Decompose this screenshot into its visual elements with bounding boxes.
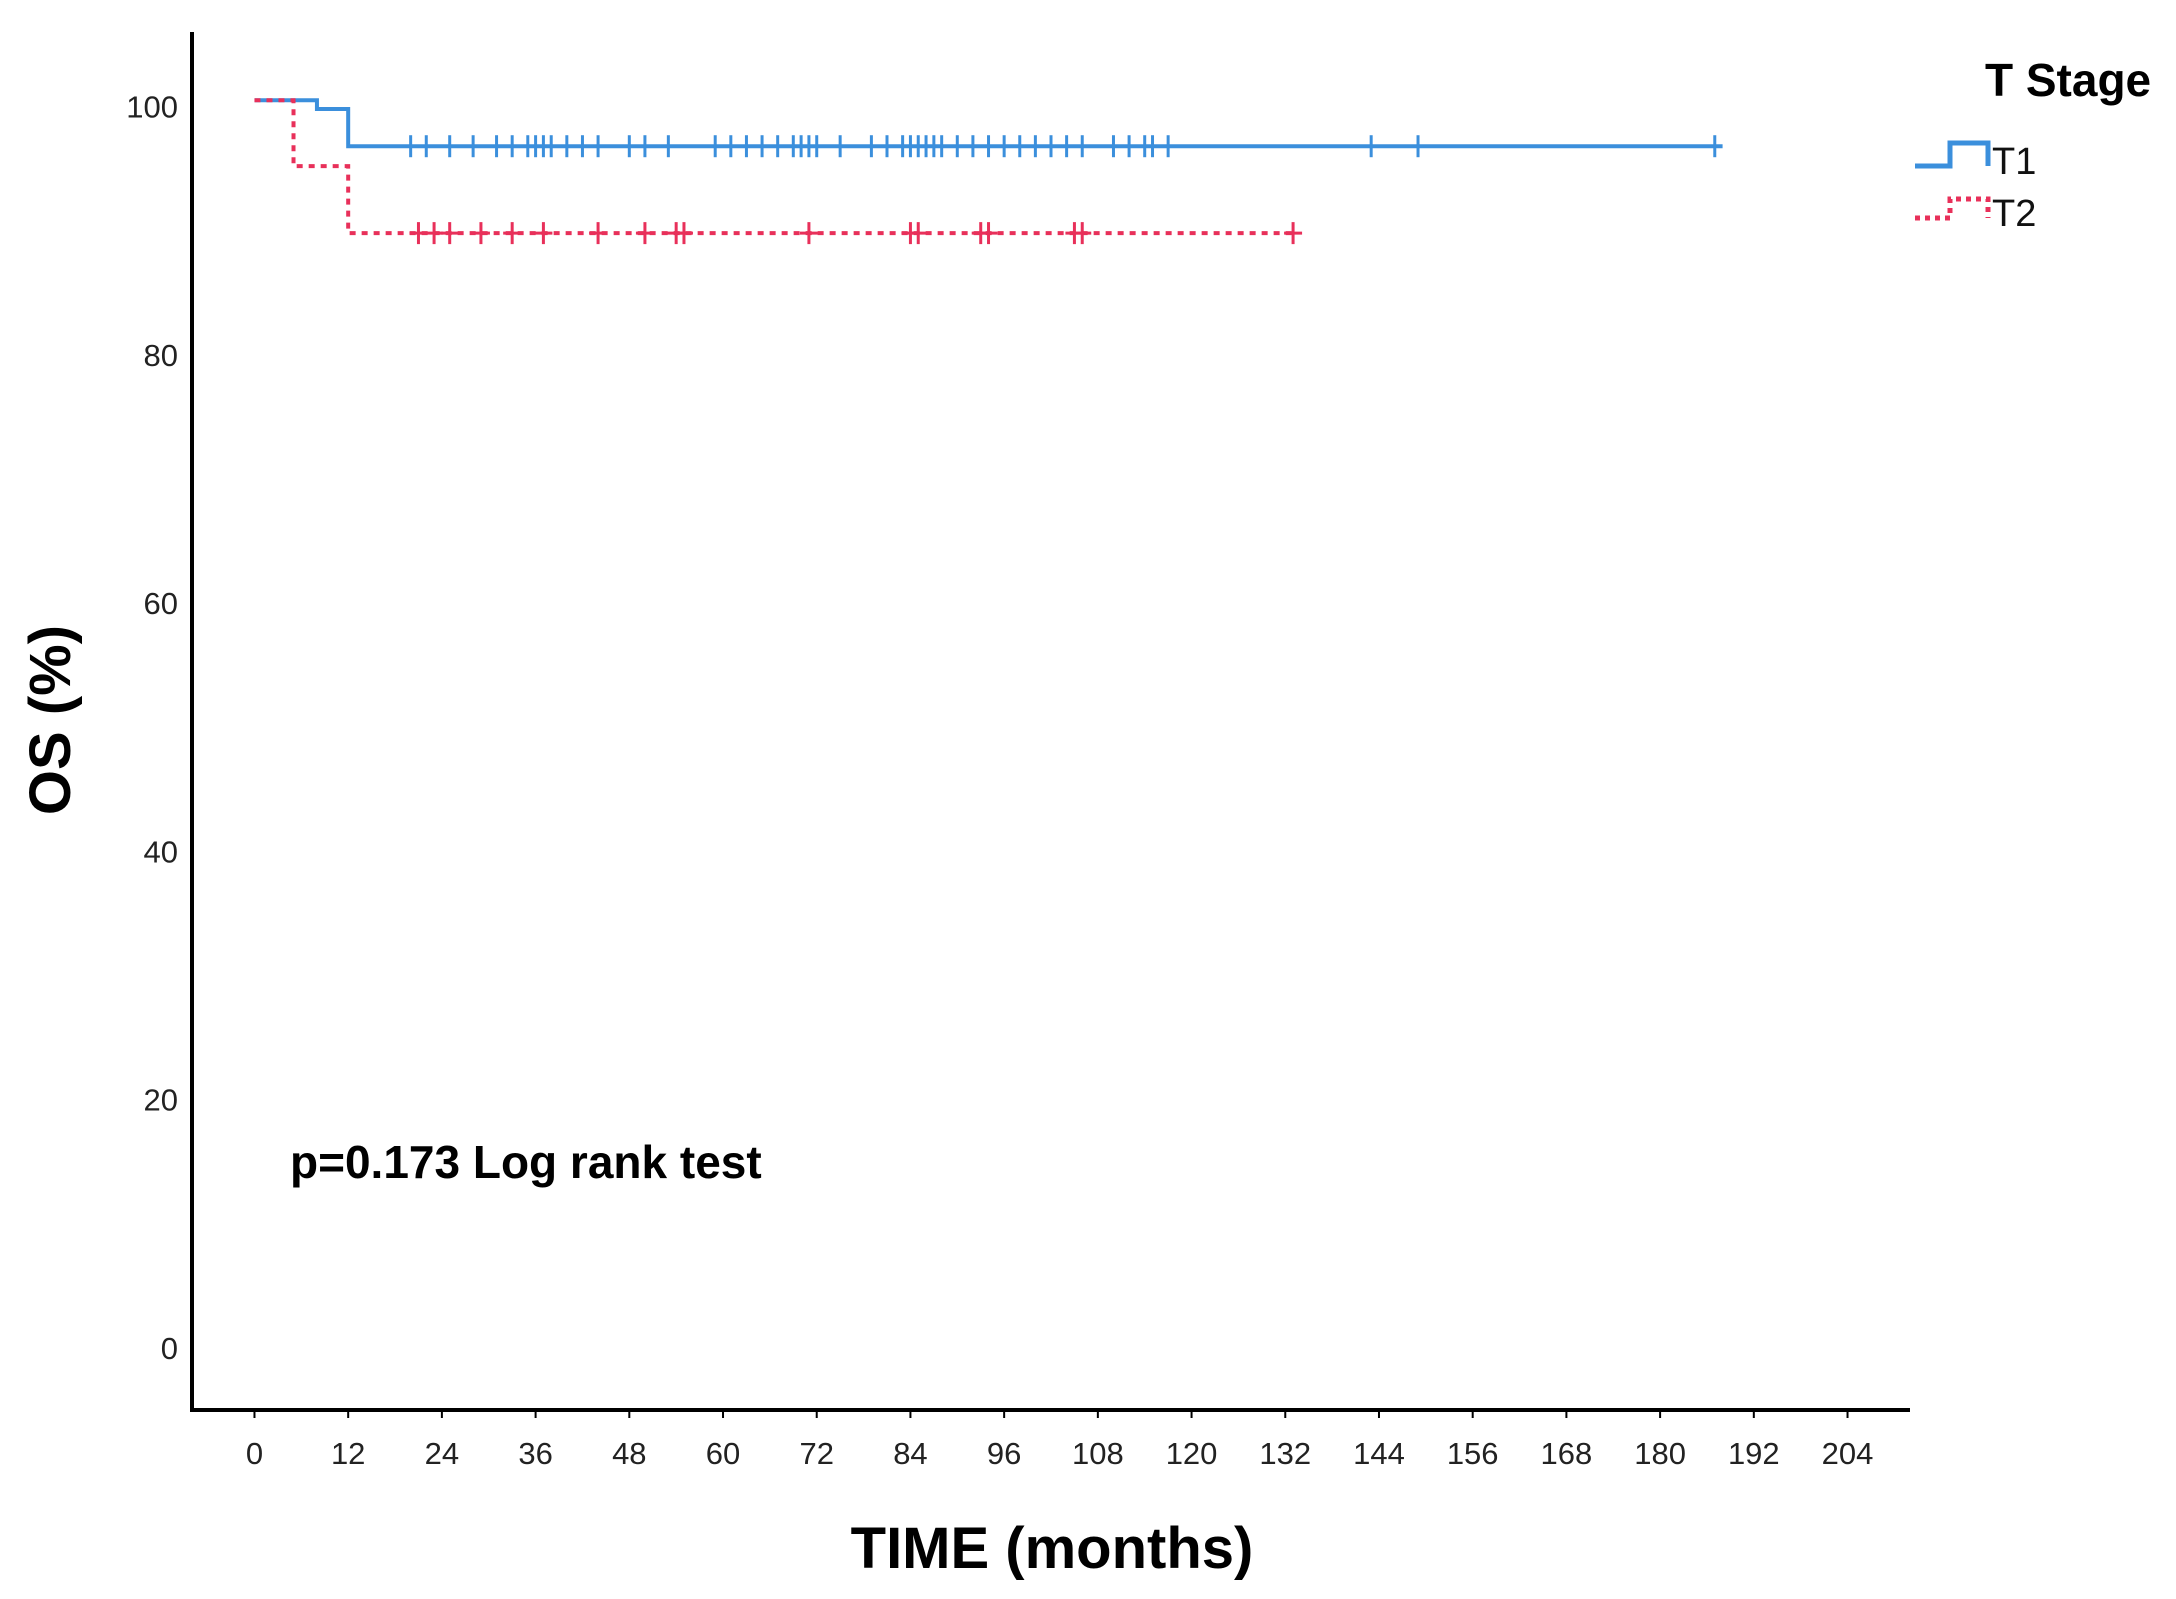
x-tick-label: 120: [1166, 1436, 1218, 1471]
x-tick-label: 168: [1541, 1436, 1593, 1471]
x-tick-label: 48: [612, 1436, 646, 1471]
x-tick-label: 0: [246, 1436, 263, 1471]
survival-curves: [254, 98, 1723, 245]
x-tick-label: 12: [331, 1436, 365, 1471]
survival-curve-t2: [254, 98, 1294, 236]
x-tick-label: 72: [799, 1436, 833, 1471]
x-tick-label: 60: [706, 1436, 740, 1471]
y-tick-label: 20: [144, 1083, 178, 1118]
y-tick-label: 0: [161, 1331, 178, 1366]
legend-swatch-t2: [1915, 196, 1991, 221]
x-tick-label: 24: [425, 1436, 459, 1471]
y-axis-title: OS (%): [18, 625, 83, 815]
x-tick-label: 156: [1447, 1436, 1499, 1471]
y-tick-label: 100: [126, 89, 178, 124]
x-tick-label: 108: [1072, 1436, 1124, 1471]
y-tick-label: 40: [144, 834, 178, 869]
legend-title: T Stage: [1985, 54, 2151, 106]
x-tick-label: 144: [1353, 1436, 1405, 1471]
legend-label-t2: T2: [1992, 193, 2036, 235]
y-tick-label: 60: [144, 586, 178, 621]
legend-swatch-t1: [1915, 140, 1991, 169]
x-axis-title: TIME (months): [851, 1516, 1254, 1581]
survival-curve-t1: [254, 98, 1723, 149]
x-tick-label: 36: [518, 1436, 552, 1471]
x-tick-label: 204: [1822, 1436, 1874, 1471]
x-axis-ticks: 0 12 24 36 48 60 72 84 96 108 120 132 144 156 168 180 19…: [246, 1410, 1874, 1471]
p-value-annotation: p=0.173 Log rank test: [290, 1136, 762, 1188]
x-tick-label: 132: [1259, 1436, 1311, 1471]
x-tick-label: 192: [1728, 1436, 1780, 1471]
x-tick-label: 96: [987, 1436, 1021, 1471]
x-tick-label: 84: [893, 1436, 927, 1471]
x-tick-label: 180: [1634, 1436, 1686, 1471]
legend-label-t1: T1: [1992, 141, 2036, 183]
y-tick-label: 80: [144, 338, 178, 373]
y-axis-ticks: 0 20 40 60 80 100: [126, 89, 178, 1365]
legend: T Stage T1 T2: [1915, 54, 2151, 235]
